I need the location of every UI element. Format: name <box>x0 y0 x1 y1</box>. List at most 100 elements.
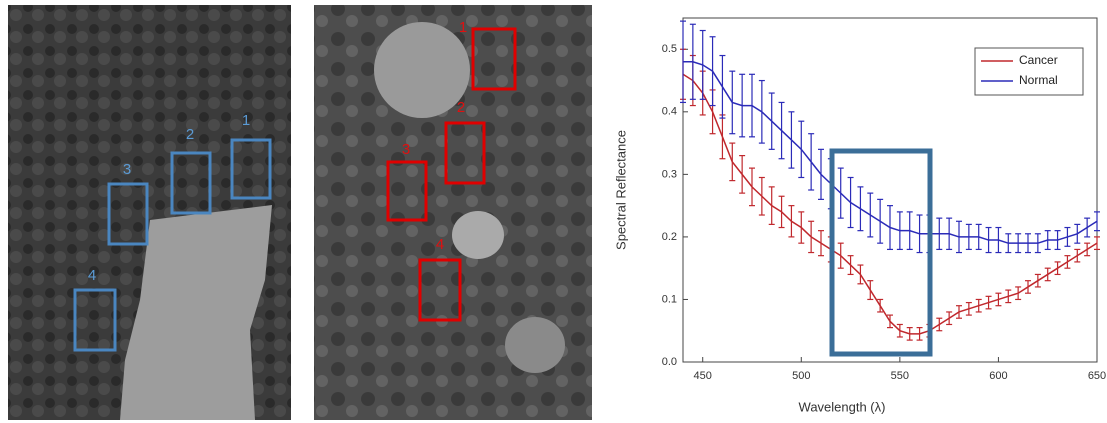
error-bar <box>867 192 874 238</box>
error-bar <box>1054 261 1061 276</box>
error-bar <box>788 205 795 238</box>
error-bar <box>1054 230 1061 251</box>
error-bar <box>1044 267 1051 282</box>
legend-box <box>974 47 1084 96</box>
plot-frame <box>682 17 1098 363</box>
error-bar <box>1005 289 1012 304</box>
error-bar <box>1015 233 1022 254</box>
error-bar <box>689 23 696 100</box>
error-bar <box>729 70 736 135</box>
error-bar <box>906 211 913 251</box>
x-tick-label: 450 <box>694 370 712 382</box>
region-label: 4 <box>88 267 96 284</box>
error-bar <box>877 298 884 313</box>
error-bar <box>1025 233 1031 254</box>
error-bar <box>1064 226 1071 247</box>
error-bar <box>936 317 943 332</box>
error-bar <box>768 186 775 225</box>
region-box <box>444 121 486 185</box>
error-bar <box>887 314 893 329</box>
error-bar <box>857 264 864 285</box>
error-bar <box>837 242 844 269</box>
error-bar <box>896 323 903 338</box>
error-bar <box>857 186 864 232</box>
error-bar <box>877 198 884 244</box>
error-bar <box>808 133 815 191</box>
image-left: 1 2 3 4 <box>8 5 291 420</box>
error-bar <box>1044 230 1051 251</box>
highlight-box <box>829 148 933 357</box>
error-bar <box>699 29 706 100</box>
error-bar <box>956 305 962 319</box>
error-bar <box>808 220 815 254</box>
error-bar <box>1094 211 1100 232</box>
error-bar <box>847 255 854 276</box>
x-axis-label: Wavelength (λ) <box>799 399 886 414</box>
error-bar <box>985 295 992 310</box>
error-bar <box>847 176 854 229</box>
error-bar <box>1034 233 1041 254</box>
error-bar <box>936 217 943 251</box>
y-tick-label: 0.1 <box>662 293 677 305</box>
error-bar <box>739 73 746 138</box>
error-bar <box>768 92 775 150</box>
error-bar <box>739 155 746 194</box>
y-tick-label: 0.0 <box>662 356 677 368</box>
region-label: 2 <box>457 99 465 116</box>
error-bar <box>1074 223 1081 244</box>
image-right: 1 2 3 4 <box>314 5 592 420</box>
x-tick-label: 650 <box>1088 370 1106 382</box>
error-bar <box>729 142 736 182</box>
region-label: 1 <box>459 19 467 36</box>
error-bar <box>916 214 923 254</box>
region-box <box>73 288 117 352</box>
y-tick-label: 0.2 <box>662 231 677 243</box>
error-bar <box>995 226 1002 254</box>
error-bar <box>946 217 953 251</box>
y-axis-label: Spectral Reflectance <box>613 130 628 250</box>
region-label: 3 <box>123 161 131 178</box>
error-bar <box>965 223 972 251</box>
region-box <box>386 160 428 222</box>
error-bar <box>837 167 844 219</box>
error-bar <box>995 292 1002 307</box>
region-box <box>230 138 272 200</box>
y-tick-label: 0.4 <box>662 106 677 118</box>
legend-label: Cancer <box>1019 53 1058 67</box>
error-bar <box>798 120 805 179</box>
x-tick-label: 600 <box>989 370 1007 382</box>
error-bar <box>680 20 686 104</box>
region-box <box>471 27 517 91</box>
y-tick-label: 0.3 <box>662 168 677 180</box>
region-label: 2 <box>186 126 194 143</box>
error-bar <box>818 148 824 200</box>
error-bar <box>1094 236 1100 251</box>
error-bar <box>1084 242 1091 257</box>
region-label: 1 <box>242 112 250 129</box>
error-bar <box>975 298 982 313</box>
error-bar <box>749 167 755 207</box>
region-box <box>418 258 462 322</box>
error-bar <box>778 101 785 160</box>
y-tick-label: 0.5 <box>662 43 677 55</box>
x-tick-label: 500 <box>792 370 810 382</box>
error-bar <box>965 301 972 316</box>
error-bar <box>887 205 893 251</box>
error-bar <box>778 195 785 229</box>
error-bar <box>946 311 953 326</box>
error-bar <box>1005 233 1012 254</box>
error-bar <box>709 36 716 107</box>
error-bar <box>1034 273 1041 288</box>
error-bar <box>719 54 726 119</box>
error-bar <box>1084 217 1091 238</box>
error-bar <box>975 223 982 251</box>
error-bar <box>798 211 805 244</box>
error-bar <box>985 226 992 254</box>
error-bar <box>758 176 765 216</box>
error-bar <box>1064 255 1071 269</box>
error-bar <box>758 79 765 144</box>
error-bar <box>749 73 755 138</box>
error-bar <box>1015 286 1022 301</box>
